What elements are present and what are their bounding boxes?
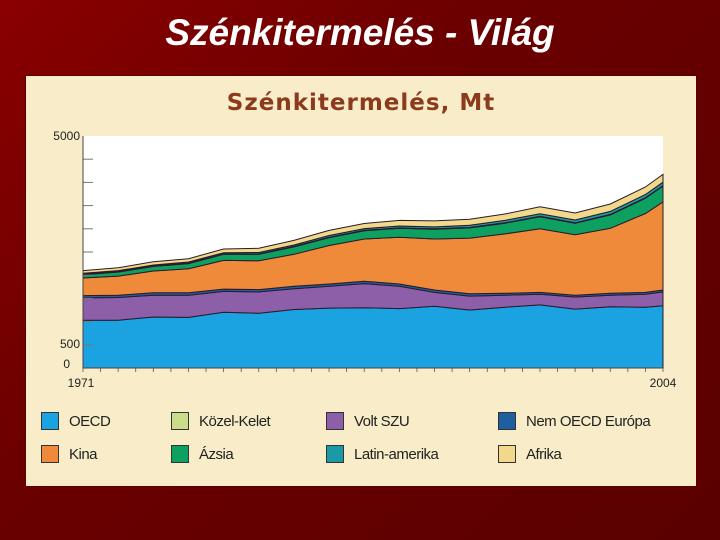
legend-label-kozel-kelet: Közel-Kelet [199, 412, 271, 430]
y-label-zero: 0 [63, 357, 70, 371]
legend-swatch-kina [41, 445, 59, 463]
axis-lines [82, 136, 663, 369]
slide-title: Szénkitermelés - Világ [165, 12, 555, 53]
legend-item-nem-oecd-europa: Nem OECD Európa [498, 410, 651, 432]
x-label-end: 2004 [650, 376, 677, 390]
legend-swatch-volt-szu [326, 412, 344, 430]
legend-label-azsia: Ázsia [199, 445, 234, 463]
legend-swatch-kozel-kelet [171, 412, 189, 430]
legend-swatch-latin-amerika [326, 445, 344, 463]
x-label-start: 1971 [68, 376, 95, 390]
legend-label-kina: Kina [69, 445, 98, 463]
legend-label-oecd: OECD [69, 412, 111, 430]
legend-item-volt-szu: Volt SZU [326, 410, 410, 432]
legend-item-oecd: OECD [41, 410, 111, 432]
chart-panel: Szénkitermelés, Mt 5000 500 0 1971 2004 OECD… [25, 75, 697, 487]
legend-item-kina: Kina [41, 443, 98, 465]
legend-swatch-oecd [41, 412, 59, 430]
legend-label-volt-szu: Volt SZU [354, 412, 410, 430]
legend-item-latin-amerika: Latin-amerika [326, 443, 439, 465]
legend-item-kozel-kelet: Közel-Kelet [171, 410, 271, 432]
legend-label-nem-oecd-europa: Nem OECD Európa [526, 412, 651, 430]
legend-label-afrika: Afrika [526, 445, 562, 463]
y-label-mid: 500 [60, 337, 80, 351]
y-label-top: 5000 [53, 129, 80, 143]
area-series-7 [82, 173, 664, 274]
legend-swatch-nem-oecd-europa [498, 412, 516, 430]
legend-item-azsia: Ázsia [171, 443, 234, 465]
legend-swatch-azsia [171, 445, 189, 463]
legend-swatch-afrika [498, 445, 516, 463]
legend-label-latin-amerika: Latin-amerika [354, 445, 439, 463]
chart-title: Szénkitermelés, Mt [226, 90, 496, 116]
legend-item-afrika: Afrika [498, 443, 562, 465]
